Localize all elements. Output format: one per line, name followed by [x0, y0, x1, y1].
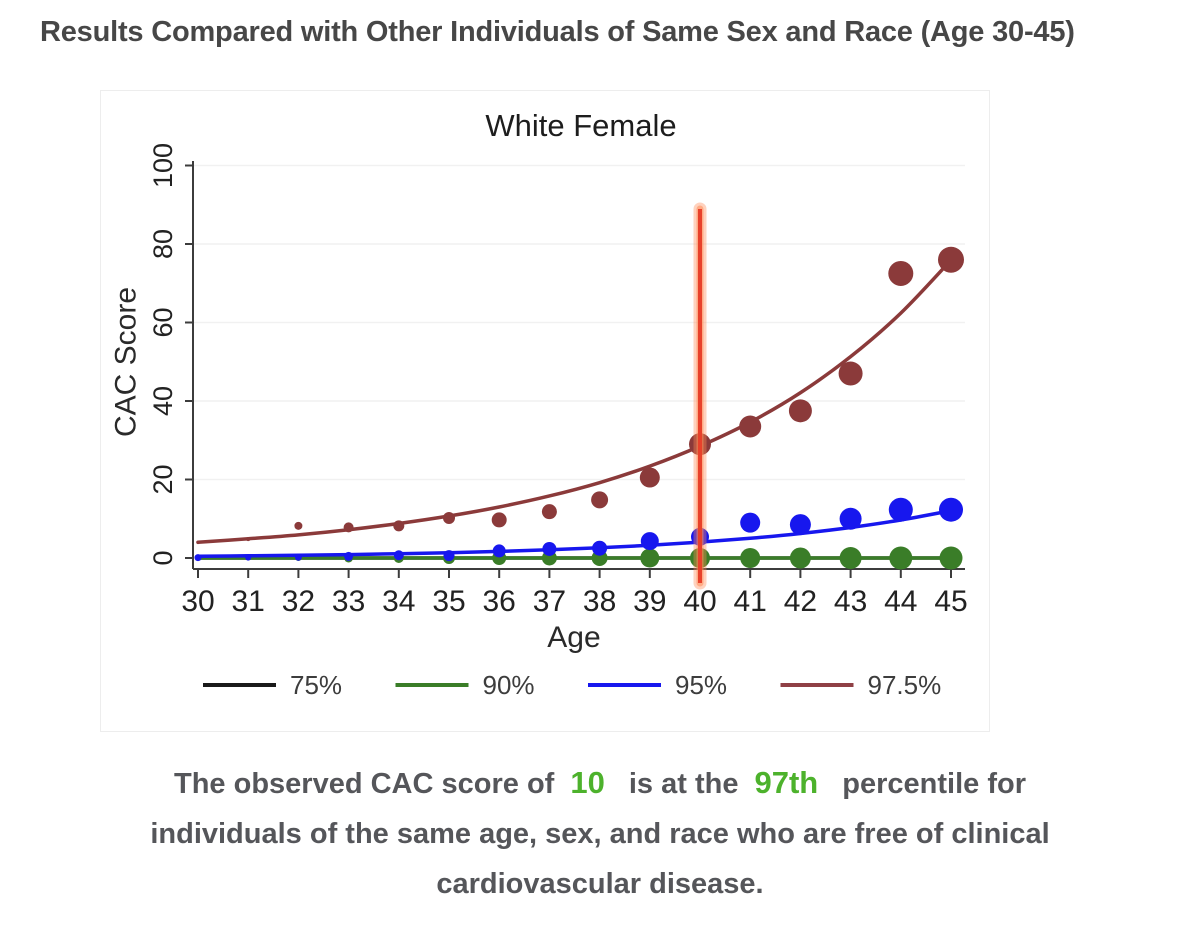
point-97.5% [393, 520, 405, 532]
point-95% [294, 553, 302, 561]
point-95% [344, 551, 354, 561]
point-97.5% [788, 399, 812, 423]
point-97.5% [591, 491, 609, 509]
x-tick-label: 41 [734, 585, 767, 618]
legend-label-75%: 75% [290, 670, 342, 700]
x-tick-label: 45 [934, 585, 967, 618]
y-axis-title: CAC Score [110, 287, 143, 437]
x-tick-label: 33 [332, 585, 365, 618]
point-97.5% [343, 522, 354, 533]
point-90% [789, 547, 811, 569]
legend-label-97.5%: 97.5% [868, 670, 942, 700]
point-95% [839, 507, 862, 530]
y-tick-label: 20 [148, 464, 178, 494]
caption-text: is at the [628, 768, 739, 800]
point-97.5% [838, 361, 863, 386]
y-tick-label: 0 [148, 550, 178, 565]
point-95% [640, 532, 659, 551]
point-95% [542, 541, 557, 556]
x-tick-label: 44 [884, 585, 917, 618]
point-97.5% [888, 260, 914, 286]
x-axis-title: Age [547, 621, 600, 654]
x-tick-label: 37 [533, 585, 566, 618]
x-tick-label: 42 [784, 585, 817, 618]
point-95% [939, 497, 963, 522]
point-95% [592, 540, 608, 556]
point-90% [640, 548, 660, 568]
point-95% [393, 550, 404, 561]
point-95% [245, 554, 252, 561]
caption-text: percentile for individuals of the same a… [150, 768, 1050, 900]
point-90% [839, 547, 862, 569]
point-97.5% [294, 521, 303, 530]
y-tick-label: 60 [148, 307, 178, 337]
point-95% [888, 497, 913, 522]
highlight-value: 10 [570, 765, 605, 800]
point-97.5% [639, 467, 660, 488]
point-97.5% [541, 504, 557, 520]
x-tick-label: 40 [683, 585, 716, 618]
point-95% [194, 554, 202, 562]
page-title: Results Compared with Other Individuals … [40, 16, 1075, 48]
point-97.5% [938, 246, 964, 273]
point-90% [740, 548, 761, 568]
y-tick-label: 100 [148, 143, 178, 188]
x-tick-label: 35 [432, 585, 465, 618]
x-tick-label: 38 [583, 585, 616, 618]
fit-curve-97.5% [197, 258, 953, 545]
y-tick-label: 80 [148, 229, 178, 259]
x-tick-label: 30 [181, 585, 214, 618]
point-97.5% [739, 415, 762, 438]
point-90% [889, 546, 913, 570]
point-95% [740, 512, 761, 533]
point-97.5% [196, 540, 200, 545]
point-95% [789, 514, 811, 536]
legend-label-90%: 90% [483, 670, 535, 700]
point-97.5% [443, 511, 455, 524]
fit-curve-95% [197, 508, 952, 558]
chart-title: White Female [485, 108, 676, 143]
y-tick-label: 40 [148, 386, 178, 416]
x-tick-label: 31 [232, 585, 265, 618]
x-tick-label: 36 [483, 585, 516, 618]
result-caption: The observed CAC score of 10 is at the 97t… [95, 758, 1105, 909]
point-97.5% [246, 537, 251, 542]
x-tick-label: 34 [382, 585, 415, 618]
point-90% [939, 546, 963, 570]
caption-text: The observed CAC score of [174, 768, 555, 800]
point-95% [492, 544, 506, 558]
cac-percentile-chart: 0 20 40 60 80 100 30 31 32 33 34 35 36 37 38 39 40 41 42 43… [110, 108, 968, 700]
x-tick-label: 39 [633, 585, 666, 618]
highlight-value: 97th [754, 765, 819, 800]
x-tick-label: 32 [282, 585, 315, 618]
chart-panel: 0 20 40 60 80 100 30 31 32 33 34 35 36 37 38 39 40 41 42 43… [100, 90, 990, 732]
point-97.5% [491, 512, 507, 528]
legend-label-95%: 95% [675, 670, 727, 700]
x-tick-label: 43 [834, 585, 867, 618]
point-95% [443, 550, 455, 562]
